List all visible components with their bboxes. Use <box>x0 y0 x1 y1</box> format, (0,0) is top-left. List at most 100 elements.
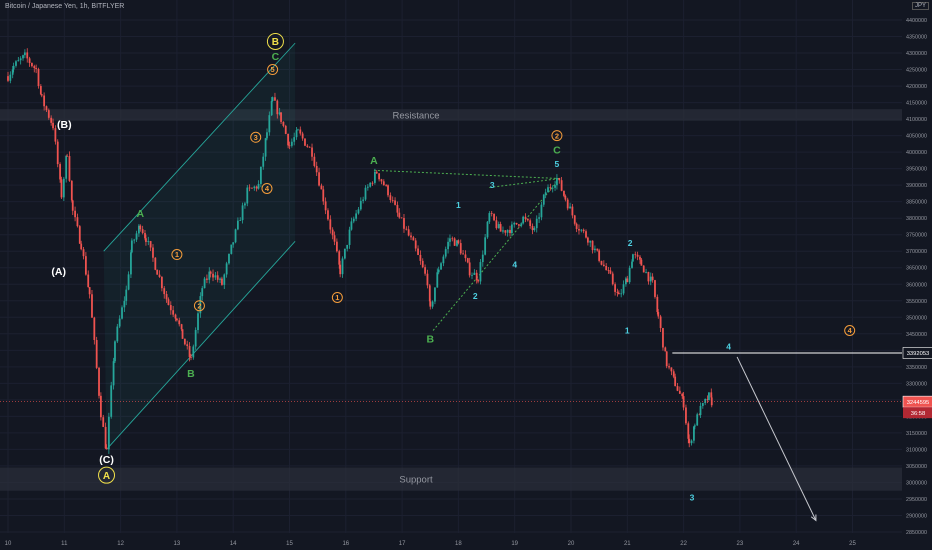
candle-body <box>167 299 170 306</box>
candle-body <box>624 278 627 285</box>
y-tick-label: 3700000 <box>906 249 927 255</box>
currency-badge[interactable]: JPY <box>911 2 929 10</box>
x-tick-label: 23 <box>737 541 744 547</box>
candle-body <box>622 284 625 294</box>
y-tick-label: 4000000 <box>906 150 927 156</box>
candle-body <box>172 310 175 315</box>
candle-body <box>477 280 480 282</box>
candle-body <box>400 217 403 219</box>
candle-body <box>299 129 302 134</box>
wave-label-circle <box>266 32 284 50</box>
time-axis[interactable]: 10 11 12 13 14 15 16 17 18 19 20 21 22 23 24 25 <box>0 534 932 550</box>
wave-label-circle <box>98 466 116 484</box>
candle-body <box>176 318 178 321</box>
candle-body <box>449 238 451 242</box>
candle-body <box>596 248 599 251</box>
zone-support <box>0 467 902 491</box>
y-tick-label: 3950000 <box>906 167 927 173</box>
candle-body <box>533 228 536 231</box>
candle-body <box>251 187 253 189</box>
candle-body <box>180 324 183 330</box>
triangle-bottom-line <box>432 178 561 331</box>
wave-label: 3 <box>690 492 695 502</box>
candle-body <box>678 390 681 394</box>
x-tick-label: 14 <box>230 541 237 547</box>
candle-body <box>234 229 237 243</box>
candle-body <box>373 171 376 183</box>
wave-label: 1 <box>175 250 179 259</box>
candle-body <box>394 200 396 205</box>
candle-body <box>271 97 274 102</box>
candle-body <box>670 367 673 372</box>
candle-body <box>339 264 342 275</box>
candle-body <box>375 171 378 174</box>
candle-body <box>614 284 617 292</box>
x-tick-label: 13 <box>174 541 181 547</box>
candle-body <box>693 425 696 427</box>
zone-label-resistance: Resistance <box>393 110 440 121</box>
candle-body <box>259 166 262 184</box>
price-axis[interactable]: 4400000 4350000 4300000 4250000 4200000 41500… <box>902 0 932 550</box>
candle-body <box>82 249 85 257</box>
candle-body <box>230 244 233 254</box>
candle-body <box>145 238 147 242</box>
candle-body <box>244 203 246 206</box>
candle-body <box>412 237 415 241</box>
wave-label: 3 <box>254 133 258 142</box>
candle-body <box>268 115 271 133</box>
candle-body <box>255 186 258 189</box>
candle-body <box>37 69 40 87</box>
candle-body <box>464 254 467 259</box>
candle-body <box>391 200 394 201</box>
candle-body <box>70 180 73 201</box>
candle-body <box>462 253 464 255</box>
x-tick-label: 18 <box>455 541 462 547</box>
candle-body <box>554 185 556 188</box>
candle-body <box>45 106 48 111</box>
candle-body <box>598 250 601 261</box>
candle-body <box>649 276 652 282</box>
candle-body <box>631 261 633 268</box>
candle-body <box>522 216 525 224</box>
wave-label: (A) <box>51 266 66 278</box>
candle-body <box>708 392 710 401</box>
candle-body <box>99 395 102 418</box>
candle-body <box>80 243 83 250</box>
wave-label: 1 <box>456 200 461 210</box>
candle-body <box>566 199 569 209</box>
candle-body <box>575 223 578 230</box>
candle-body <box>236 220 239 230</box>
x-tick-label: 11 <box>61 541 68 547</box>
candle-body <box>668 366 670 368</box>
candle-body <box>149 241 152 248</box>
candle-body <box>50 117 53 123</box>
candle-body <box>493 213 495 221</box>
y-tick-label: 3850000 <box>906 200 927 206</box>
price-tags: 3392053 3244595 36:58 <box>0 347 932 419</box>
candle-body <box>324 201 327 211</box>
candle-body <box>371 182 374 184</box>
channel-lower-line <box>106 241 296 450</box>
candle-body <box>17 60 20 62</box>
candle-body <box>331 229 334 236</box>
candle-body <box>419 254 422 261</box>
candle-body <box>701 403 704 406</box>
drawings[interactable] <box>103 42 902 522</box>
candle-body <box>139 225 142 230</box>
candle-body <box>447 241 449 250</box>
candle-body <box>656 296 659 313</box>
y-tick-label: 4100000 <box>906 117 927 123</box>
candle-body <box>642 265 645 273</box>
candle-body <box>110 385 113 417</box>
candle-body <box>221 278 223 285</box>
candle-body <box>706 398 709 401</box>
candle-body <box>280 112 282 122</box>
candle-body <box>165 294 168 300</box>
candle-body <box>9 74 12 81</box>
y-tick-label: 3550000 <box>906 299 927 305</box>
candle-body <box>31 63 33 67</box>
candle-body <box>125 289 128 301</box>
candle-body <box>262 156 265 167</box>
candle-body <box>201 288 204 297</box>
